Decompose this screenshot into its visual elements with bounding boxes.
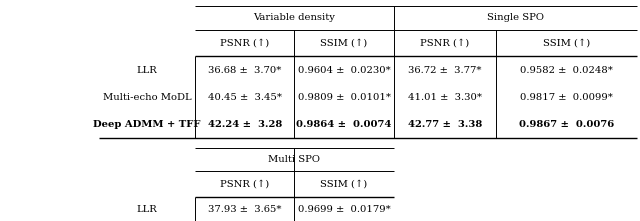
Text: 0.9582 ±  0.0248*: 0.9582 ± 0.0248* xyxy=(520,66,613,75)
Text: 41.01 ±  3.30*: 41.01 ± 3.30* xyxy=(408,93,482,102)
Text: SSIM (↑): SSIM (↑) xyxy=(321,39,367,48)
Text: 0.9604 ±  0.0230*: 0.9604 ± 0.0230* xyxy=(298,66,390,75)
Text: PSNR (↑): PSNR (↑) xyxy=(220,179,269,189)
Text: LLR: LLR xyxy=(137,66,157,75)
Text: 0.9809 ±  0.0101*: 0.9809 ± 0.0101* xyxy=(298,93,390,102)
Text: 40.45 ±  3.45*: 40.45 ± 3.45* xyxy=(208,93,282,102)
Text: PSNR (↑): PSNR (↑) xyxy=(420,39,469,48)
Text: 36.72 ±  3.77*: 36.72 ± 3.77* xyxy=(408,66,481,75)
Text: Single SPO: Single SPO xyxy=(486,13,544,22)
Text: Multi-echo MoDL: Multi-echo MoDL xyxy=(103,93,191,102)
Text: SSIM (↑): SSIM (↑) xyxy=(321,179,367,189)
Text: 42.77 ±  3.38: 42.77 ± 3.38 xyxy=(408,120,482,129)
Text: 0.9699 ±  0.0179*: 0.9699 ± 0.0179* xyxy=(298,206,390,214)
Text: 42.24 ±  3.28: 42.24 ± 3.28 xyxy=(207,120,282,129)
Text: PSNR (↑): PSNR (↑) xyxy=(220,39,269,48)
Text: Multi SPO: Multi SPO xyxy=(268,155,321,164)
Text: 0.9817 ±  0.0099*: 0.9817 ± 0.0099* xyxy=(520,93,613,102)
Text: 0.9867 ±  0.0076: 0.9867 ± 0.0076 xyxy=(519,120,614,129)
Text: 36.68 ±  3.70*: 36.68 ± 3.70* xyxy=(208,66,282,75)
Text: SSIM (↑): SSIM (↑) xyxy=(543,39,590,48)
Text: 0.9864 ±  0.0074: 0.9864 ± 0.0074 xyxy=(296,120,392,129)
Text: 37.93 ±  3.65*: 37.93 ± 3.65* xyxy=(208,206,282,214)
Text: Deep ADMM + TFF: Deep ADMM + TFF xyxy=(93,120,201,129)
Text: Variable density: Variable density xyxy=(253,13,335,22)
Text: LLR: LLR xyxy=(137,206,157,214)
